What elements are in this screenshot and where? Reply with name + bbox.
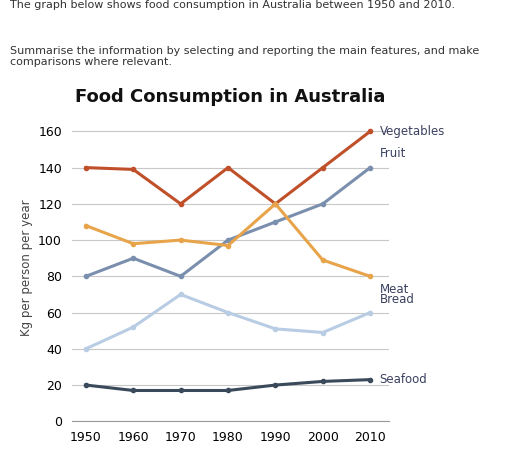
Title: Food Consumption in Australia: Food Consumption in Australia (75, 88, 386, 106)
Text: Vegetables: Vegetables (379, 125, 445, 138)
Text: The graph below shows food consumption in Australia between 1950 and 2010.: The graph below shows food consumption i… (10, 0, 455, 10)
Text: Bread: Bread (379, 294, 415, 306)
Text: Seafood: Seafood (379, 373, 428, 386)
Text: Summarise the information by selecting and reporting the main features, and make: Summarise the information by selecting a… (10, 46, 480, 67)
Text: Meat: Meat (379, 283, 409, 295)
Y-axis label: Kg per person per year: Kg per person per year (19, 199, 33, 336)
Text: Fruit: Fruit (379, 147, 406, 159)
